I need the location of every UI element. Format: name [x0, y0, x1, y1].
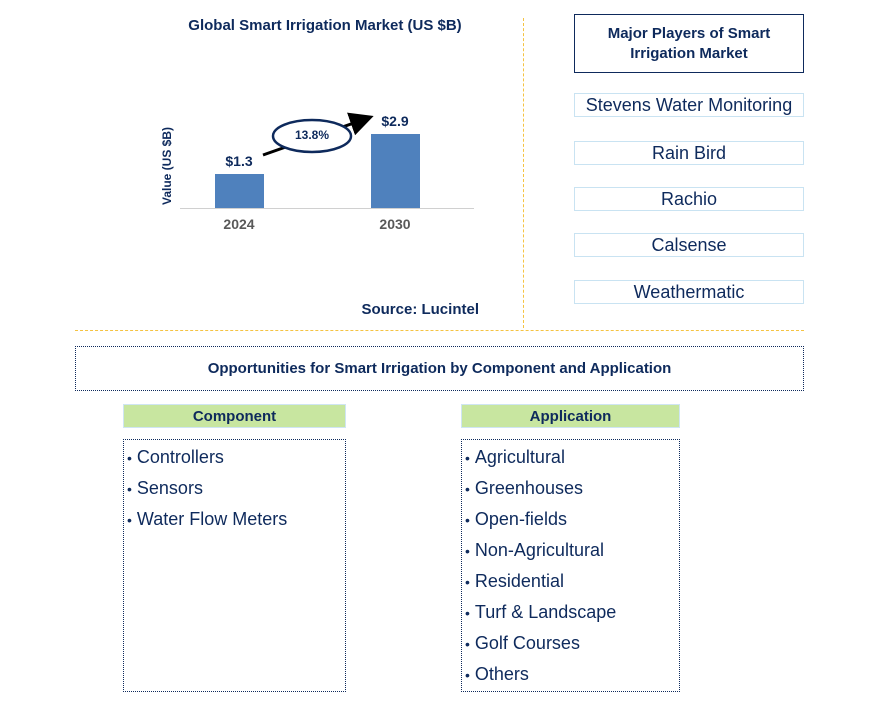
list-item: Water Flow Meters: [127, 504, 345, 535]
component-header: Component: [123, 404, 346, 428]
bar-value-2030: $2.9: [381, 113, 409, 129]
component-list: Controllers Sensors Water Flow Meters: [123, 439, 346, 692]
source-label: Source: Lucintel: [361, 301, 479, 318]
cagr-label: 13.8%: [294, 128, 330, 142]
list-item: Non-Agricultural: [465, 535, 679, 566]
bar-2030: [371, 134, 420, 208]
player-stevens-water-monitoring: Stevens Water Monitoring: [574, 93, 804, 117]
x-axis-line: [180, 208, 474, 209]
x-tick-2030: 2030: [379, 216, 411, 232]
horizontal-divider: [75, 330, 804, 331]
application-header: Application: [461, 404, 680, 428]
player-rachio: Rachio: [574, 187, 804, 211]
x-tick-2024: 2024: [223, 216, 255, 232]
list-item: Open-fields: [465, 504, 679, 535]
list-item: Sensors: [127, 473, 345, 504]
player-rain-bird: Rain Bird: [574, 141, 804, 165]
opportunities-title: Opportunities for Smart Irrigation by Co…: [75, 346, 804, 391]
list-item: Golf Courses: [465, 628, 679, 659]
player-calsense: Calsense: [574, 233, 804, 257]
list-item: Controllers: [127, 442, 345, 473]
list-item: Turf & Landscape: [465, 597, 679, 628]
list-item: Agricultural: [465, 442, 679, 473]
bar-value-2024: $1.3: [225, 153, 253, 169]
vertical-divider: [523, 18, 524, 328]
list-item: Residential: [465, 566, 679, 597]
application-list: Agricultural Greenhouses Open-fields Non…: [461, 439, 680, 692]
chart-title: Global Smart Irrigation Market (US $B): [188, 17, 462, 34]
players-title: Major Players of Smart Irrigation Market: [574, 14, 804, 73]
bar-2024: [215, 174, 264, 208]
list-item: Others: [465, 659, 679, 690]
player-weathermatic: Weathermatic: [574, 280, 804, 304]
list-item: Greenhouses: [465, 473, 679, 504]
